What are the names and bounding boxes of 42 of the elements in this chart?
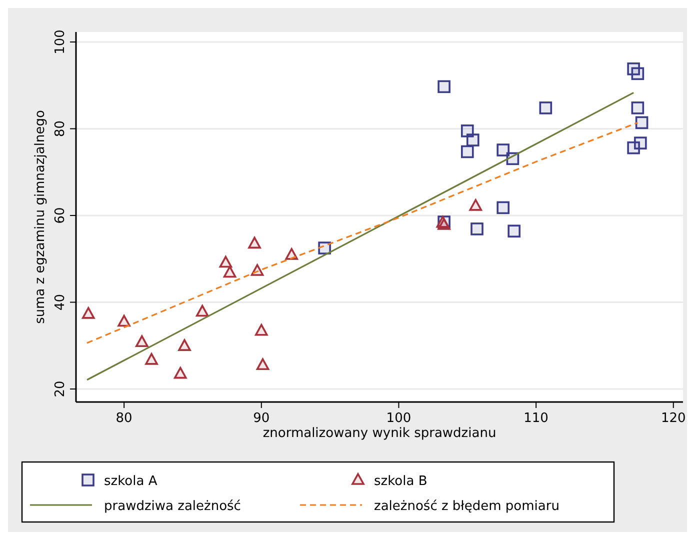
- point: [145, 353, 158, 365]
- y-tick-label: 100: [53, 30, 68, 54]
- point: [634, 136, 647, 150]
- legend-label: zależność z błędem pomiaru: [374, 499, 560, 514]
- y-tick-label: 80: [53, 120, 68, 138]
- point: [118, 314, 130, 327]
- legend-label: szkola A: [104, 474, 158, 489]
- x-tick-label: 80: [116, 411, 132, 426]
- point: [631, 102, 644, 114]
- point: [178, 339, 191, 351]
- point: [631, 67, 644, 80]
- point: [635, 116, 648, 130]
- y-tick-label: 20: [53, 380, 68, 398]
- y-tick-label: 60: [53, 207, 68, 224]
- point: [466, 134, 480, 146]
- point: [256, 358, 270, 370]
- x-tick-label: 110: [524, 411, 548, 426]
- point: [438, 218, 450, 230]
- legend-label: prawdziwa zależność: [104, 499, 241, 514]
- point: [539, 102, 552, 114]
- legend-label: szkola B: [374, 474, 428, 489]
- point: [496, 144, 510, 156]
- x-tick-label: 90: [253, 411, 270, 426]
- point: [469, 199, 482, 211]
- x-axis-title: znormalizowany wynik sprawdzianu: [262, 426, 496, 441]
- point: [460, 145, 474, 158]
- x-tick-label: 100: [386, 411, 412, 426]
- y-axis-title: suma z egzaminu gimnazjalnego: [33, 110, 48, 324]
- point: [438, 80, 450, 94]
- point: [82, 307, 95, 319]
- point: [496, 201, 510, 214]
- y-tick-label: 40: [53, 294, 68, 311]
- point: [196, 304, 209, 317]
- point: [470, 222, 484, 236]
- point: [254, 324, 268, 336]
- point: [219, 256, 232, 268]
- point: [174, 366, 187, 379]
- x-tick-label: 120: [660, 411, 686, 426]
- point: [223, 266, 236, 278]
- point: [248, 236, 261, 249]
- point: [136, 335, 148, 348]
- point: [508, 224, 520, 238]
